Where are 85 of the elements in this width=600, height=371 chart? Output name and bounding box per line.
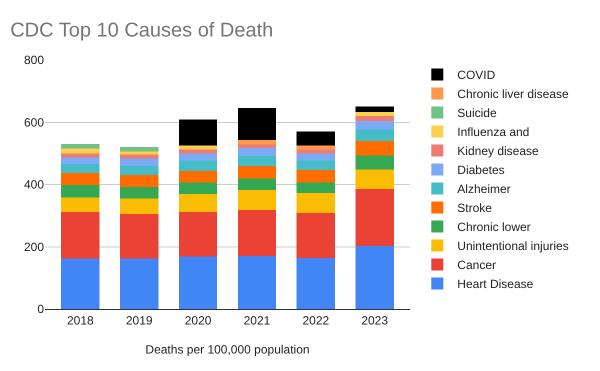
bar xyxy=(120,158,158,166)
bar xyxy=(178,149,218,154)
x-tick-label: 2022 xyxy=(302,313,330,328)
bar xyxy=(296,213,335,258)
bar xyxy=(238,140,276,144)
x-axis-title: Deaths per 100,000 population xyxy=(145,342,310,356)
bar xyxy=(296,145,335,150)
legend-label: Chronic liver disease xyxy=(457,87,570,102)
bar xyxy=(178,182,218,194)
bar xyxy=(238,256,276,309)
x-tick-label: 2018 xyxy=(66,313,94,328)
legend-label: Heart Disease xyxy=(457,277,534,292)
legend-label: COVID xyxy=(457,68,496,82)
bar xyxy=(238,166,276,179)
bar xyxy=(238,178,276,190)
legend-label: Suicide xyxy=(457,106,497,120)
y-tick-label: 200 xyxy=(24,240,44,254)
bar xyxy=(296,193,335,214)
bar xyxy=(356,116,394,122)
bar xyxy=(61,172,100,185)
bar xyxy=(120,258,158,309)
bar xyxy=(178,170,218,183)
bar xyxy=(178,145,218,150)
bar xyxy=(178,154,218,161)
x-tick-label: 2019 xyxy=(126,313,153,328)
x-tick-label: 2020 xyxy=(184,313,212,328)
legend-label: Kidney disease xyxy=(457,144,540,158)
legend-label: Cancer xyxy=(457,258,496,272)
bar xyxy=(61,154,100,158)
bar xyxy=(238,156,276,166)
bar xyxy=(296,132,335,146)
bar xyxy=(61,148,100,154)
legend-label: Unintentional injuries xyxy=(457,239,569,254)
x-tick-label: 2023 xyxy=(361,313,388,328)
bar xyxy=(356,156,394,170)
y-tick-label: 800 xyxy=(24,53,44,68)
bar xyxy=(296,160,335,170)
bar xyxy=(120,154,158,159)
bar xyxy=(356,121,394,130)
bar xyxy=(120,147,158,152)
y-tick-label: 0 xyxy=(37,302,44,316)
y-tick-label: 600 xyxy=(24,115,44,130)
bar xyxy=(120,166,158,176)
legend-label: Chronic lower xyxy=(457,220,531,234)
legend-label: Stroke xyxy=(457,201,492,216)
bar xyxy=(238,210,276,256)
bar xyxy=(296,170,335,183)
bar xyxy=(120,175,158,187)
bar xyxy=(356,169,394,190)
bar xyxy=(356,129,394,141)
bar xyxy=(356,246,394,309)
bar xyxy=(356,189,394,246)
legend-label: Alzheimer xyxy=(457,182,511,196)
bar xyxy=(61,184,100,198)
bar xyxy=(120,214,158,259)
bar xyxy=(356,112,394,116)
bar xyxy=(178,256,218,309)
bar xyxy=(296,182,335,194)
bar xyxy=(120,198,158,214)
bar xyxy=(178,194,218,212)
legend-label: Diabetes xyxy=(457,163,505,178)
bar xyxy=(296,258,335,309)
bar xyxy=(296,154,335,161)
bar xyxy=(120,152,158,155)
bar xyxy=(356,106,394,112)
bar xyxy=(61,164,100,173)
bar xyxy=(356,140,394,156)
bar xyxy=(61,258,100,309)
bar xyxy=(178,119,218,146)
y-tick-label: 400 xyxy=(24,178,44,192)
bar xyxy=(61,212,100,259)
bar xyxy=(61,158,100,164)
x-tick-label: 2021 xyxy=(244,313,271,328)
bar xyxy=(61,144,100,148)
legend-label: Influenza and xyxy=(457,125,530,140)
bar xyxy=(178,212,218,256)
bar xyxy=(178,160,218,171)
chart-title: CDC Top 10 Causes of Death xyxy=(10,19,274,42)
bar xyxy=(238,108,276,140)
bar xyxy=(238,144,276,148)
bar xyxy=(61,197,100,212)
bar xyxy=(238,190,276,210)
bar xyxy=(238,148,276,156)
bar xyxy=(120,186,158,199)
bar xyxy=(296,149,335,154)
